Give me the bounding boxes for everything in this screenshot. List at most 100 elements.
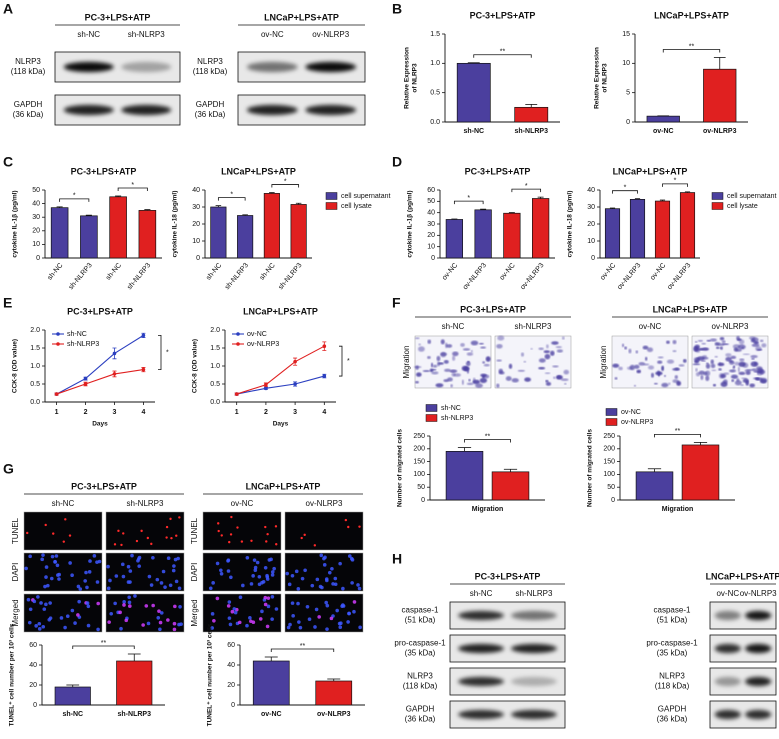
cell bbox=[431, 371, 439, 375]
cell bbox=[672, 340, 677, 345]
cell bbox=[543, 350, 550, 354]
cell bbox=[32, 599, 37, 604]
cell bbox=[745, 368, 754, 371]
cell bbox=[452, 355, 456, 361]
error-bar bbox=[684, 191, 691, 193]
significance-bracket bbox=[270, 648, 335, 652]
lane-label: sh-NC bbox=[442, 322, 465, 331]
error-bar bbox=[634, 198, 641, 200]
cell bbox=[330, 566, 334, 571]
cell bbox=[483, 363, 490, 367]
cell bbox=[229, 533, 233, 536]
cell bbox=[556, 349, 563, 353]
cell bbox=[719, 336, 725, 341]
chart-title: LNCaP+LPS+ATP bbox=[243, 306, 318, 316]
y-tick-label: 50 bbox=[607, 484, 615, 491]
cell bbox=[612, 363, 620, 368]
legend-marker bbox=[56, 332, 60, 336]
y-tick-label: 150 bbox=[413, 458, 425, 465]
cell bbox=[151, 603, 155, 608]
cell bbox=[27, 620, 32, 625]
cell bbox=[210, 612, 215, 616]
point bbox=[264, 386, 268, 391]
cell bbox=[177, 586, 182, 591]
y-tick-label: 50 bbox=[427, 198, 435, 205]
bar bbox=[50, 207, 69, 259]
panel-label: D bbox=[392, 154, 402, 170]
cell bbox=[642, 345, 649, 350]
cell bbox=[329, 616, 334, 621]
lane-label: sh-NC bbox=[77, 30, 100, 39]
row-label: Migration bbox=[599, 346, 608, 379]
cell bbox=[676, 380, 682, 386]
significance-label: * bbox=[525, 183, 528, 190]
point bbox=[264, 382, 268, 387]
cell bbox=[124, 618, 129, 623]
cell bbox=[427, 339, 432, 344]
cell bbox=[253, 565, 258, 570]
cell bbox=[241, 583, 245, 588]
cell bbox=[352, 609, 356, 614]
cell bbox=[252, 558, 257, 562]
y-tick-label: 250 bbox=[603, 433, 615, 440]
cell bbox=[737, 338, 742, 341]
cell bbox=[741, 346, 744, 349]
error-bar bbox=[609, 207, 616, 209]
cell bbox=[165, 525, 169, 529]
cell bbox=[508, 363, 513, 369]
cell bbox=[150, 542, 153, 546]
group-title: LNCaP+LPS+ATP bbox=[653, 304, 728, 314]
y-axis-label: cytokine IL-18 (pg/ml) bbox=[567, 191, 574, 258]
x-tick-label: 1 bbox=[235, 409, 239, 416]
cell bbox=[107, 620, 111, 624]
cell bbox=[155, 577, 160, 582]
cell bbox=[266, 532, 269, 536]
cell bbox=[348, 554, 352, 558]
x-tick-label: ov-NC bbox=[261, 711, 282, 718]
cell bbox=[230, 515, 233, 519]
cell bbox=[298, 625, 303, 630]
row-size: (35 kDa) bbox=[657, 649, 688, 658]
cell bbox=[140, 529, 143, 533]
cell bbox=[77, 599, 81, 604]
legend-label: sh-NLRP3 bbox=[67, 341, 99, 348]
error-bar bbox=[56, 206, 63, 208]
cell bbox=[128, 604, 132, 608]
cell bbox=[429, 368, 434, 373]
blot-band bbox=[63, 61, 114, 73]
cell bbox=[466, 382, 474, 386]
point bbox=[322, 344, 327, 349]
error-bar bbox=[127, 653, 141, 661]
cell bbox=[270, 570, 275, 574]
lane-label: sh-NLRP3 bbox=[515, 589, 552, 598]
panel-label: F bbox=[392, 295, 401, 311]
y-tick-label: 10 bbox=[192, 238, 200, 245]
y-tick-label: 30 bbox=[192, 204, 200, 211]
point bbox=[293, 382, 297, 386]
x-tick-label: sh-NLRP3 bbox=[68, 262, 94, 291]
legend-swatch bbox=[325, 202, 338, 210]
bar bbox=[604, 208, 621, 259]
cell bbox=[657, 370, 661, 376]
y-tick-label: 30 bbox=[427, 221, 435, 228]
cell bbox=[706, 339, 711, 342]
cell bbox=[171, 568, 176, 573]
cell bbox=[44, 602, 48, 607]
cell bbox=[325, 603, 330, 608]
cell bbox=[635, 350, 639, 354]
group-title: PC-3+LPS+ATP bbox=[71, 481, 137, 491]
cell bbox=[57, 577, 61, 581]
blot-band bbox=[458, 709, 505, 720]
cell bbox=[49, 576, 54, 581]
cell bbox=[712, 383, 717, 387]
y-axis-label: CCK-8 (OD value) bbox=[192, 339, 199, 393]
point bbox=[141, 333, 146, 338]
cell bbox=[717, 362, 725, 367]
cell bbox=[36, 595, 40, 599]
y-tick-label: 30 bbox=[587, 204, 595, 211]
x-tick-label: ov-NLRP3 bbox=[519, 262, 545, 291]
lane-label: ov-NC bbox=[639, 322, 662, 331]
cell bbox=[54, 554, 59, 558]
group-title: PC-3+LPS+ATP bbox=[85, 12, 151, 22]
cell bbox=[108, 578, 112, 583]
